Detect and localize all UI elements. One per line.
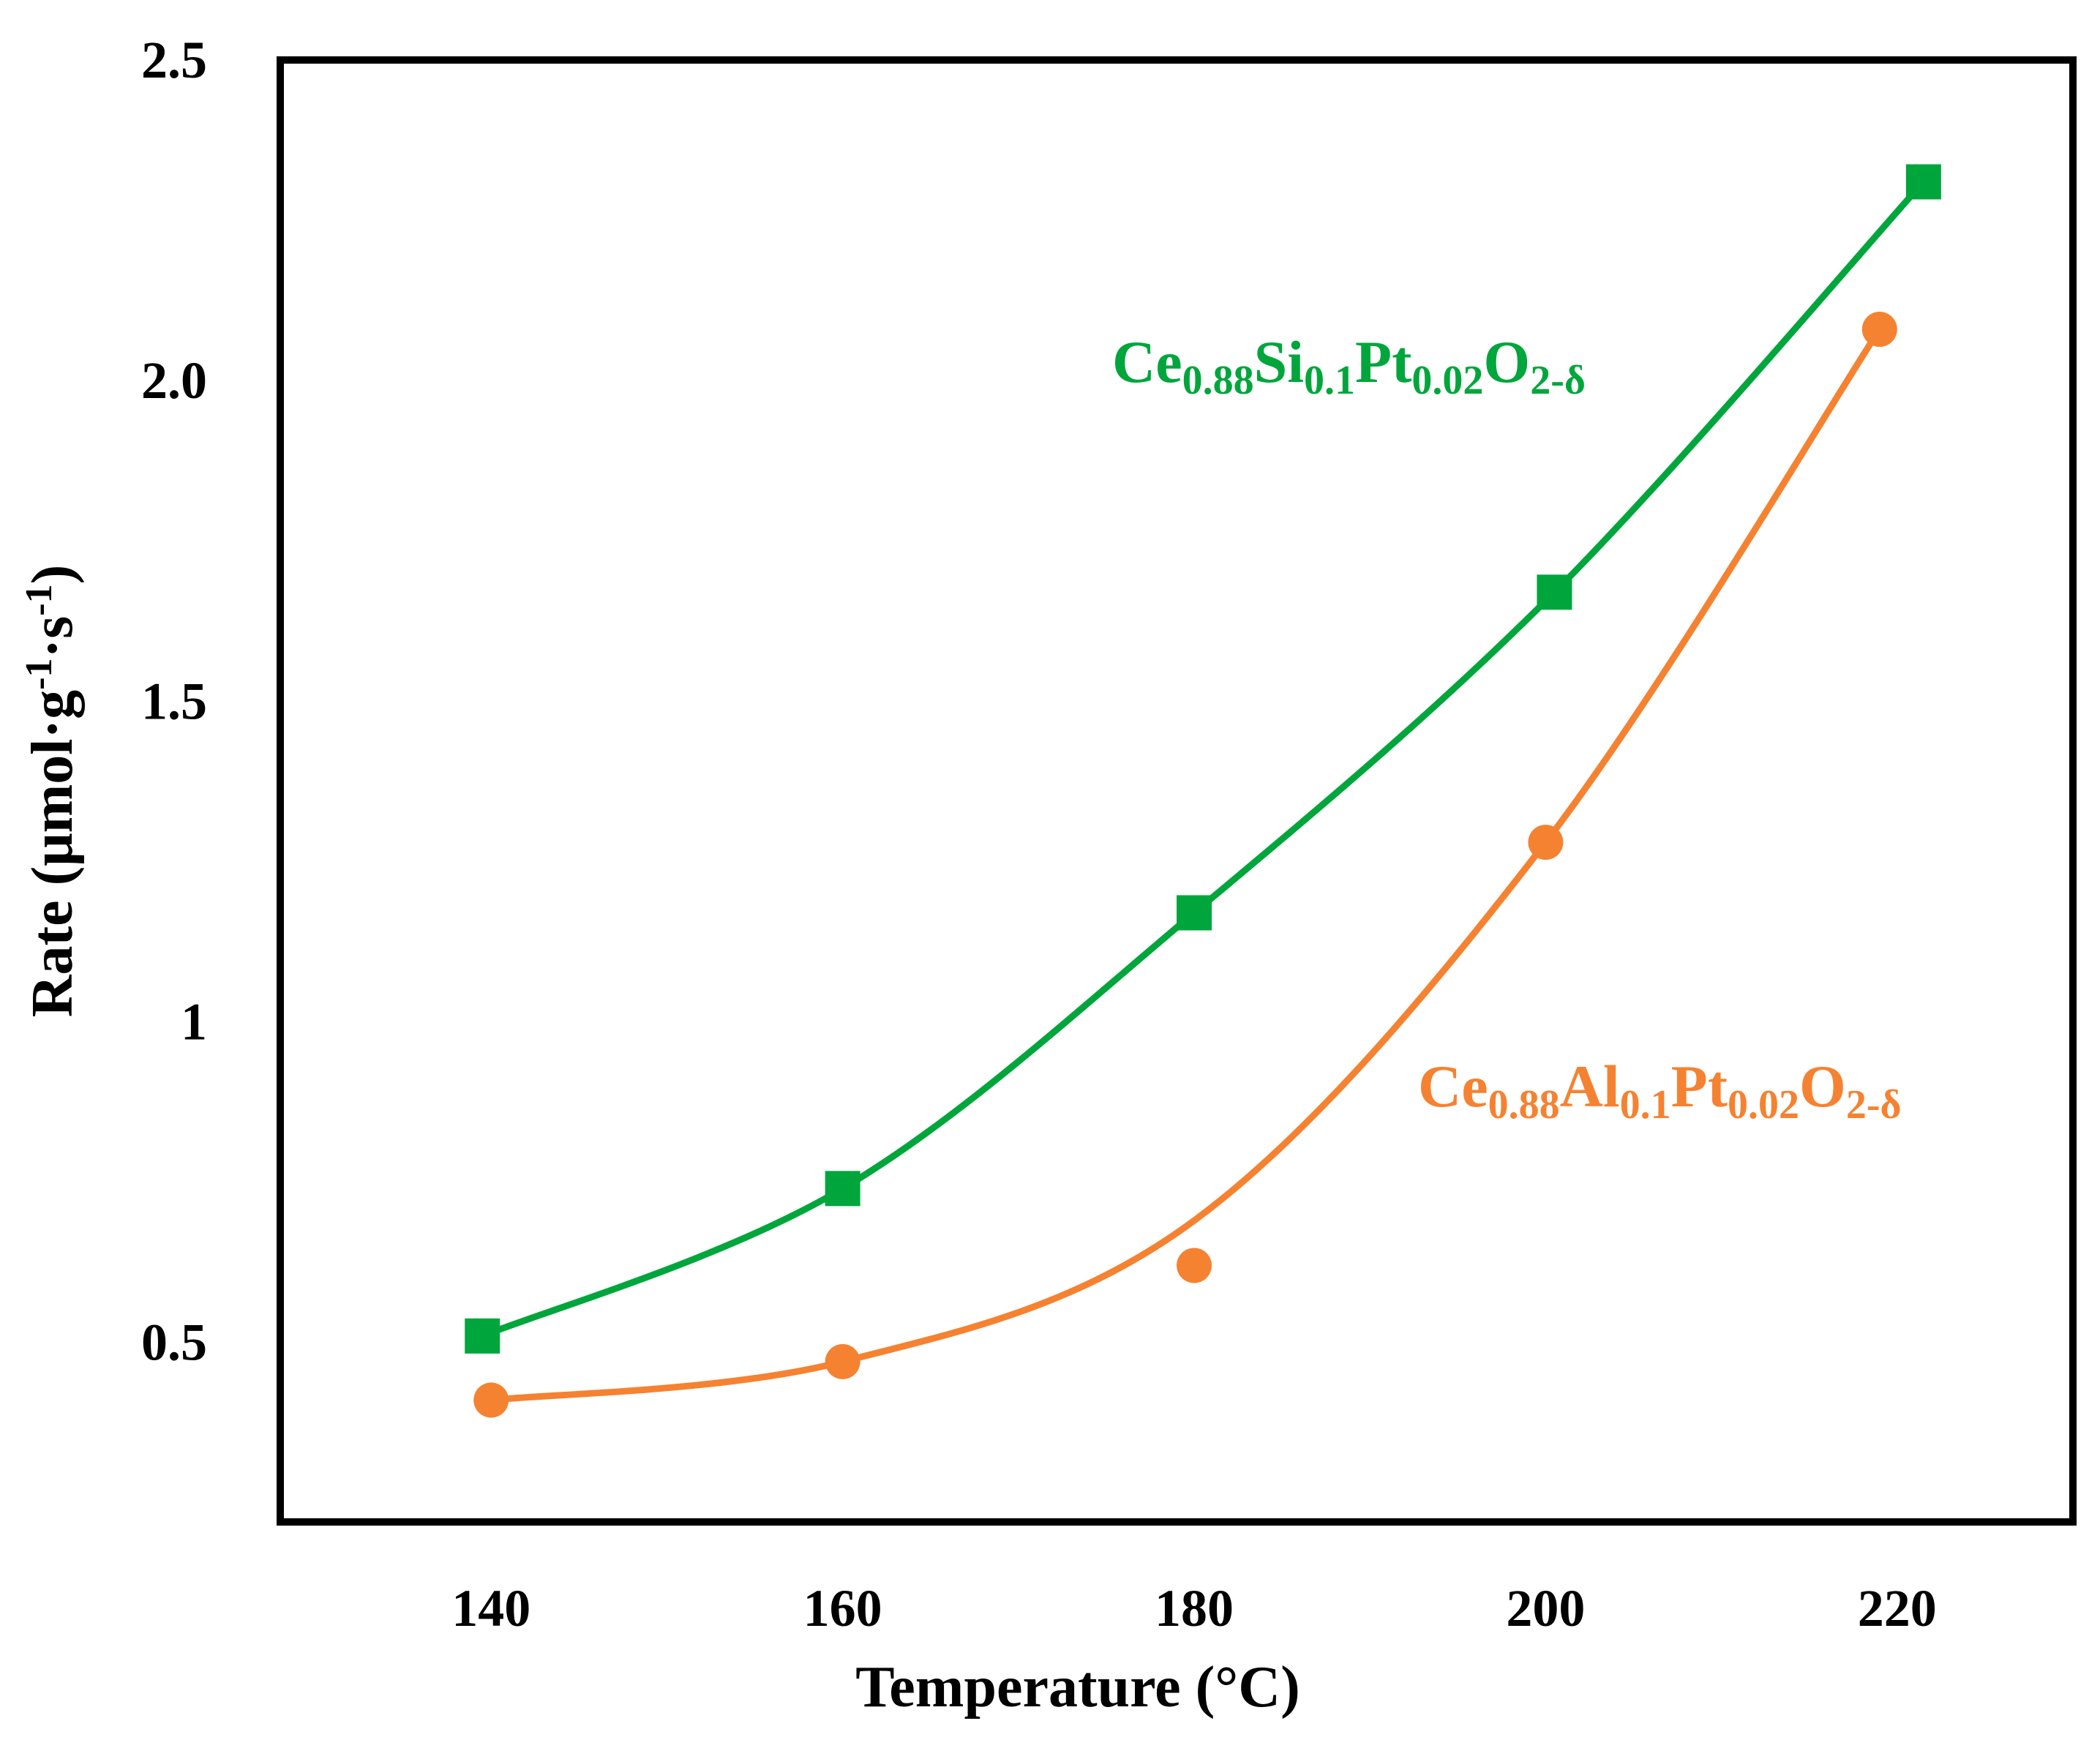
label-subscript: 0.1 bbox=[1304, 358, 1355, 403]
x-tick-labels: 140 160 180 200 220 bbox=[451, 1579, 1937, 1638]
plot-frame bbox=[277, 56, 2077, 1526]
y-axis-title-sup-2: -1 bbox=[18, 584, 60, 615]
data-point-circle bbox=[1861, 312, 1897, 348]
data-point-square bbox=[465, 1318, 500, 1354]
label-text: Al bbox=[1560, 1053, 1620, 1120]
y-tick-label: 2.0 bbox=[141, 351, 207, 410]
data-point-square bbox=[825, 1171, 860, 1207]
x-tick-label: 180 bbox=[1155, 1579, 1234, 1638]
x-axis-title: Temperature (°C) bbox=[855, 1655, 1300, 1720]
x-tick-label: 220 bbox=[1858, 1579, 1937, 1638]
y-axis-title: Rate (μmol·g-1·s-1) bbox=[18, 565, 86, 1018]
data-point-circle bbox=[1177, 1248, 1212, 1283]
label-subscript: 0.88 bbox=[1488, 1082, 1560, 1128]
label-subscript: 2-δ bbox=[1846, 1082, 1902, 1128]
label-text: Pt bbox=[1671, 1053, 1728, 1120]
y-tick-label: 0.5 bbox=[141, 1313, 207, 1372]
data-point-square bbox=[1537, 574, 1572, 610]
y-tick-label: 1 bbox=[181, 992, 207, 1051]
y-tick-labels: 0.5 1 1.5 2.0 2.5 bbox=[141, 31, 207, 1372]
label-text: Ce bbox=[1112, 329, 1182, 395]
series-layer bbox=[465, 164, 1941, 1418]
y-axis-title-start: Rate (μmol·g bbox=[20, 690, 85, 1017]
series-1 bbox=[465, 164, 1941, 1354]
label-subscript: 0.1 bbox=[1620, 1082, 1671, 1128]
data-point-circle bbox=[473, 1382, 509, 1418]
label-text: O bbox=[1799, 1053, 1846, 1120]
label-subscript: 2-δ bbox=[1530, 358, 1586, 403]
data-point-square bbox=[1177, 895, 1212, 931]
y-tick-label: 1.5 bbox=[141, 672, 207, 730]
label-text: Si bbox=[1254, 329, 1304, 395]
label-subscript: 0.88 bbox=[1182, 358, 1254, 403]
y-tick-label: 2.5 bbox=[141, 31, 207, 89]
label-subscript: 0.02 bbox=[1728, 1082, 1799, 1128]
label-text: O bbox=[1483, 329, 1530, 395]
y-axis-title-sup-1: -1 bbox=[18, 658, 60, 689]
label-text: Pt bbox=[1355, 329, 1411, 395]
y-axis-title-end: ) bbox=[20, 565, 85, 585]
series-labels: Ce0.88Si0.1Pt0.02O2-δCe0.88Al0.1Pt0.02O2… bbox=[1112, 329, 1902, 1128]
data-point-circle bbox=[825, 1343, 860, 1379]
series-2 bbox=[473, 312, 1897, 1418]
x-tick-label: 160 bbox=[803, 1579, 882, 1638]
series-label-1: Ce0.88Si0.1Pt0.02O2-δ bbox=[1112, 329, 1586, 403]
label-subscript: 0.02 bbox=[1411, 358, 1483, 403]
data-point-square bbox=[1905, 164, 1941, 200]
y-axis-title-mid: ·s bbox=[20, 616, 85, 659]
series-line bbox=[487, 326, 1883, 1403]
series-label-2: Ce0.88Al0.1Pt0.02O2-δ bbox=[1418, 1053, 1902, 1128]
data-point-circle bbox=[1528, 825, 1564, 860]
x-tick-label: 140 bbox=[451, 1579, 530, 1638]
label-text: Ce bbox=[1418, 1053, 1488, 1120]
series-line bbox=[479, 179, 1927, 1340]
x-tick-label: 200 bbox=[1506, 1579, 1585, 1638]
